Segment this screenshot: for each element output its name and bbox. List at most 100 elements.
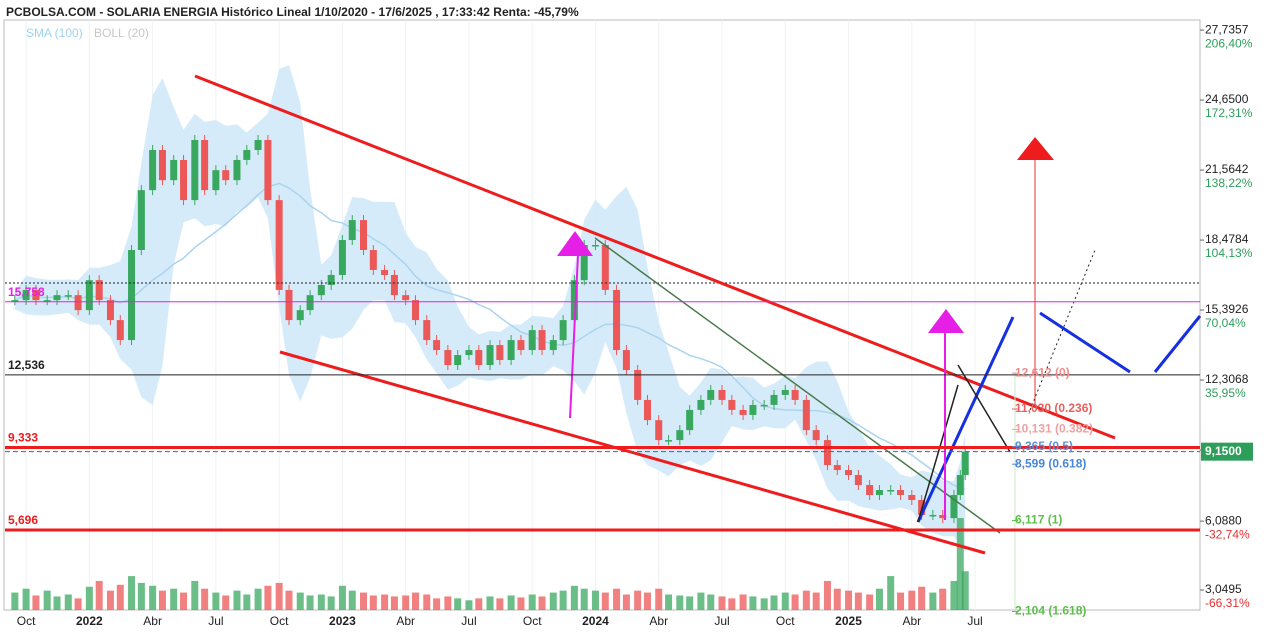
volume-bar xyxy=(507,595,515,610)
candle xyxy=(707,389,715,400)
volume-bar xyxy=(707,594,715,610)
candle xyxy=(908,494,916,500)
candle xyxy=(327,274,335,285)
arrow-head xyxy=(1017,137,1054,160)
fib-label: 6,117 (1) xyxy=(1015,513,1062,527)
volume-bar xyxy=(338,585,346,610)
volume-bar xyxy=(866,594,874,610)
candle xyxy=(854,475,862,486)
candle xyxy=(149,149,157,191)
candle xyxy=(791,389,799,400)
volume-bar xyxy=(348,590,356,610)
volume-bar xyxy=(275,582,283,610)
y-tick-label: 27,7357 xyxy=(1205,22,1249,36)
candle xyxy=(201,139,209,191)
volume-bar xyxy=(643,592,651,610)
candle xyxy=(222,170,230,181)
candle xyxy=(538,330,546,351)
candle xyxy=(390,274,398,296)
channel-upper xyxy=(194,74,1116,440)
volume-bar xyxy=(423,594,431,610)
candle xyxy=(929,514,937,517)
dotted-line xyxy=(1029,249,1096,411)
fib-label: 2,104 (1.618) xyxy=(1015,604,1086,618)
y-tick-label: 21,5642 xyxy=(1205,162,1249,176)
volume-bar xyxy=(956,518,964,610)
volume-bar xyxy=(918,586,926,610)
y-pct-label: -66,31% xyxy=(1205,596,1250,610)
volume-bar xyxy=(64,594,72,610)
volume-bar xyxy=(538,596,546,610)
candle xyxy=(570,280,578,321)
volume-bar xyxy=(233,590,241,610)
fib-label: 8,599 (0.618) xyxy=(1015,456,1086,470)
arrow-head xyxy=(928,309,964,333)
level-label: 5,696 xyxy=(8,513,38,527)
volume-bar xyxy=(11,592,19,610)
y-pct-label: 35,95% xyxy=(1205,386,1246,400)
candle xyxy=(475,350,483,366)
candle xyxy=(137,190,145,251)
candle xyxy=(74,295,82,311)
volume-bar xyxy=(137,582,145,610)
volume-bar xyxy=(43,590,51,610)
volume-bar xyxy=(613,588,621,610)
volume-bar xyxy=(243,594,251,610)
labels: Oct 2022 Abr Jul Oct 2023 Abr Jul Oct 2024 Abr Jul O… xyxy=(8,22,1253,628)
candle xyxy=(254,139,262,150)
candle xyxy=(665,440,673,442)
y-pct-label: 138,22% xyxy=(1205,176,1253,190)
candle xyxy=(95,280,103,301)
candle xyxy=(243,149,251,160)
candle xyxy=(956,475,964,495)
candle xyxy=(866,485,874,495)
candle xyxy=(454,355,462,366)
candle xyxy=(317,284,325,296)
volume-bar xyxy=(32,595,40,610)
fib-label: 11,030 (0.236) xyxy=(1015,401,1092,415)
x-tick-label: Abr xyxy=(902,614,921,628)
candle xyxy=(412,300,420,321)
volume-bar xyxy=(781,592,789,610)
x-tick-label: 2024 xyxy=(582,614,609,628)
x-tick-label: 2022 xyxy=(76,614,103,628)
indicators xyxy=(14,65,966,551)
candle xyxy=(444,350,452,366)
blue-line xyxy=(1039,311,1131,374)
fib-label: 9,365 (0.5) xyxy=(1015,439,1073,453)
level-label: 9,333 xyxy=(8,431,38,445)
volume-bar xyxy=(686,596,694,610)
volume-bar xyxy=(549,592,557,610)
x-tick-label: 2023 xyxy=(329,614,356,628)
volume-bar xyxy=(222,595,230,610)
volume-bar xyxy=(634,590,642,610)
candle xyxy=(212,170,220,191)
candle xyxy=(718,389,726,400)
volume-bar xyxy=(465,600,473,610)
candle xyxy=(106,300,114,321)
black-line xyxy=(917,384,959,523)
level-label: 15,758 xyxy=(8,285,45,299)
candle xyxy=(116,320,124,341)
candle xyxy=(275,200,283,290)
volume-bar xyxy=(201,588,209,610)
candle xyxy=(64,295,72,297)
candle xyxy=(53,295,61,301)
volume-bar xyxy=(444,596,452,610)
candle xyxy=(697,399,705,410)
volume-bar xyxy=(559,590,567,610)
black-line xyxy=(957,364,1011,453)
x-tick-label: Abr xyxy=(396,614,415,628)
candle xyxy=(634,370,642,400)
candle xyxy=(781,389,789,395)
volume-bar xyxy=(264,585,272,610)
volume-bar xyxy=(791,594,799,610)
arrow-head xyxy=(557,231,593,256)
legend-entry: BOLL (20) xyxy=(94,26,149,40)
candle xyxy=(559,320,567,341)
candle xyxy=(760,404,768,407)
x-tick-label: Oct xyxy=(270,614,289,628)
y-tick-label: 18,4784 xyxy=(1205,232,1249,246)
y-pct-label: 172,31% xyxy=(1205,106,1253,120)
